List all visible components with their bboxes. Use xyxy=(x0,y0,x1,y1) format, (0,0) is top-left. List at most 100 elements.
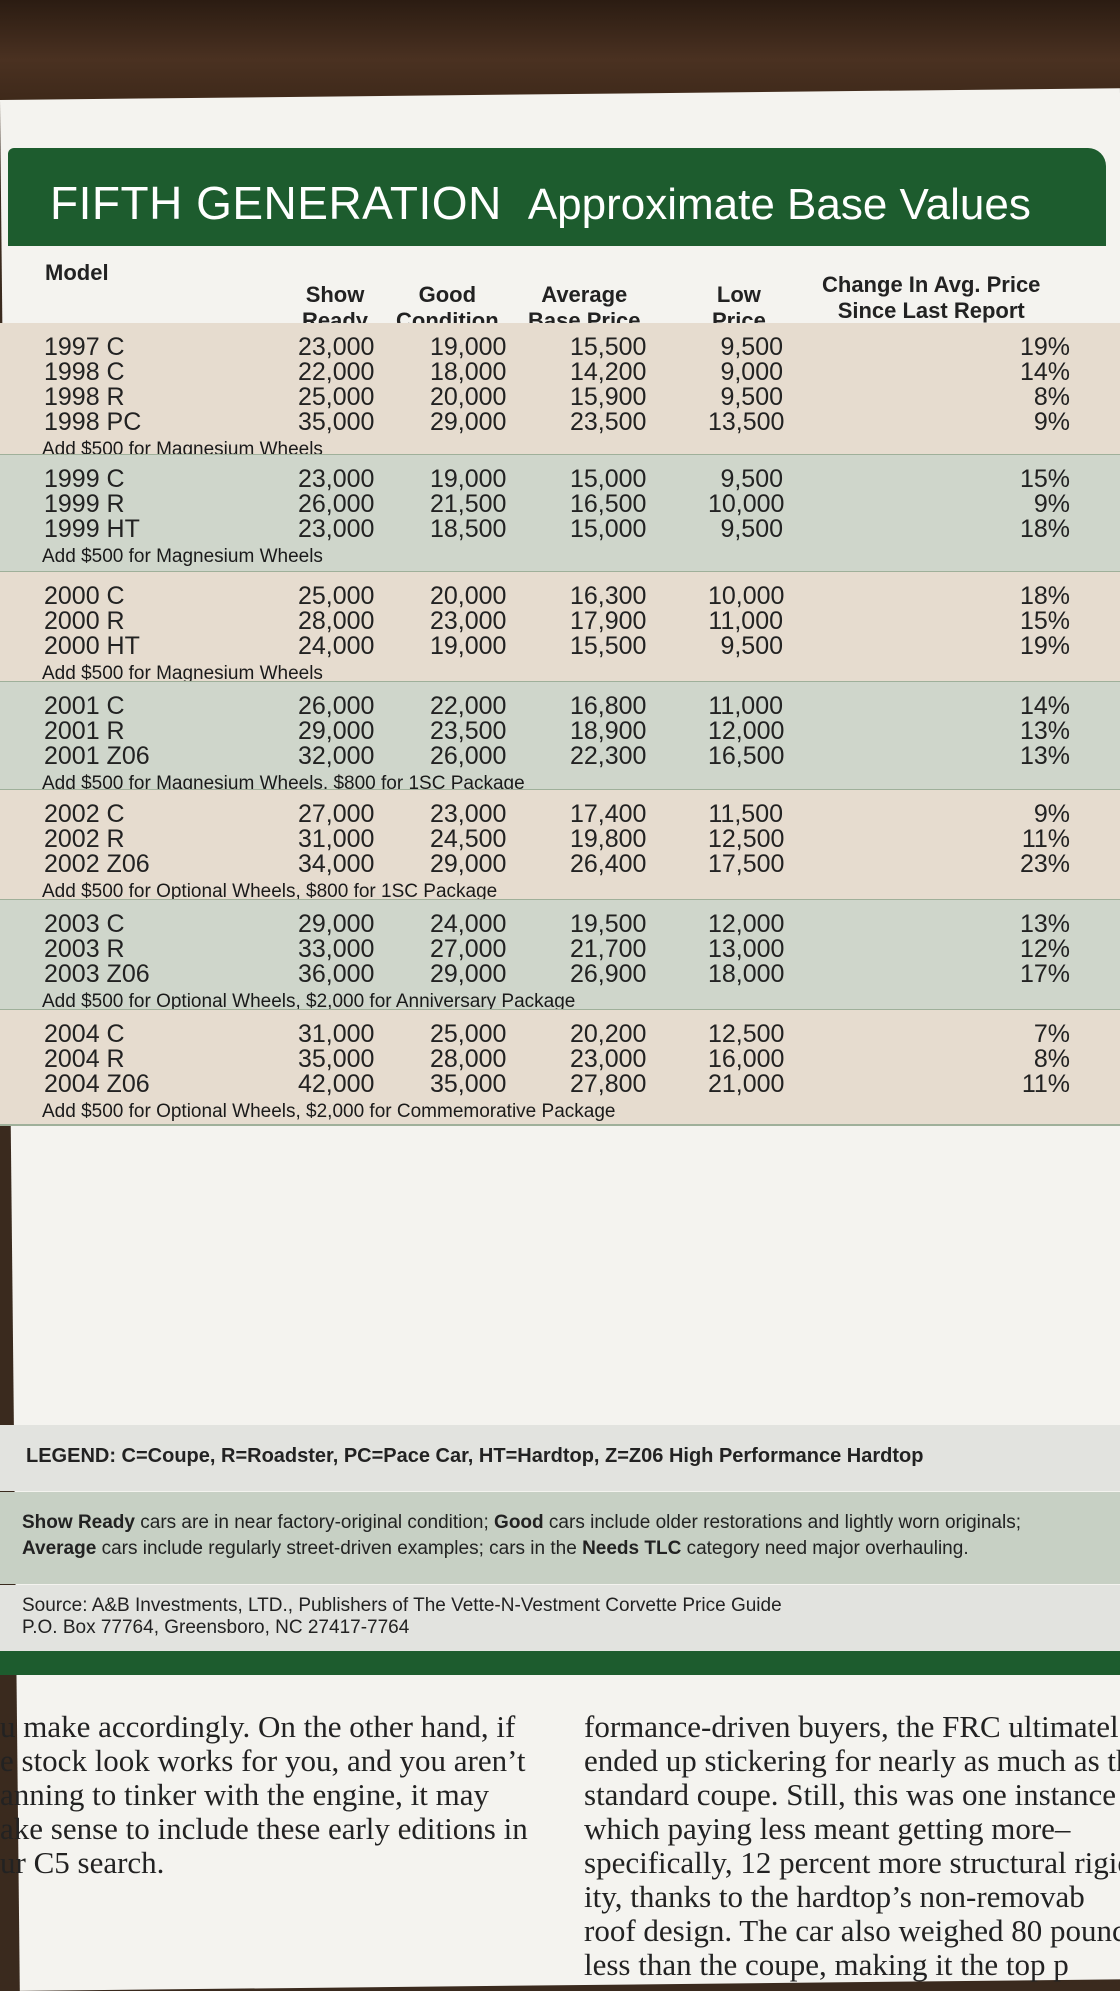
cell-low: 11,000 xyxy=(708,692,783,720)
cell-chg: 13% xyxy=(1019,910,1070,938)
cell-chg: 13% xyxy=(1019,742,1070,770)
table-row: 2001 R 29,000 23,500 18,900 12,000 13% xyxy=(0,717,1120,747)
table-row: 2003 R 33,000 27,000 21,700 13,000 12% xyxy=(0,935,1120,965)
table-row: 2004 R 35,000 28,000 23,000 16,000 8% xyxy=(0,1045,1120,1075)
cell-avg: 16,300 xyxy=(570,582,647,610)
table-row: 2002 Z06 34,000 29,000 26,400 17,500 23% xyxy=(0,850,1120,880)
cell-avg: 19,500 xyxy=(570,910,647,938)
cell-low: 9,000 xyxy=(720,358,783,386)
group-note: Add $500 for Magnesium Wheels xyxy=(42,546,323,567)
body-line: ity, thanks to the hardtop’s non-removab xyxy=(584,1879,1085,1914)
cell-chg: 14% xyxy=(1019,358,1070,386)
cell-chg: 15% xyxy=(1019,465,1070,493)
row-divider xyxy=(0,1124,1120,1126)
title-main: FIFTH GENERATION xyxy=(50,177,502,229)
year-group-block: 1999 C 23,000 19,000 15,000 9,500 15% 1999 R 26… xyxy=(0,455,1120,571)
cell-good: 18,500 xyxy=(430,515,507,543)
cell-low: 10,000 xyxy=(708,582,785,610)
cell-model: 2000 C xyxy=(44,582,125,610)
source-line-2: P.O. Box 77764, Greensboro, NC 27417-776… xyxy=(22,1617,410,1638)
cell-show: 42,000 xyxy=(298,1070,375,1098)
body-line: ake sense to include these early edition… xyxy=(0,1811,528,1846)
cell-model: 2001 C xyxy=(44,692,125,720)
year-group-block: 2003 C 29,000 24,000 19,500 12,000 13% 2003 R 3… xyxy=(0,900,1120,1012)
condition-explanation: Show Ready cars are in near factory-orig… xyxy=(0,1492,1120,1584)
cell-chg: 11% xyxy=(1021,1070,1070,1098)
cell-avg: 21,700 xyxy=(570,935,647,963)
cell-low: 12,500 xyxy=(708,1020,785,1048)
cell-avg: 23,000 xyxy=(570,1045,647,1073)
cell-good: 18,000 xyxy=(430,358,507,386)
table-row: 2000 C 25,000 20,000 16,300 10,000 18% xyxy=(0,582,1120,612)
cell-avg: 15,000 xyxy=(570,515,647,543)
source-line-1: Source: A&B Investments, LTD., Publisher… xyxy=(22,1595,782,1616)
cell-good: 35,000 xyxy=(430,1070,507,1098)
cell-good: 23,500 xyxy=(430,717,507,745)
cell-chg: 7% xyxy=(1033,1020,1070,1048)
cell-low: 12,500 xyxy=(708,825,785,853)
cell-model: 2004 Z06 xyxy=(44,1070,150,1098)
cell-good: 20,000 xyxy=(430,383,507,411)
cell-good: 25,000 xyxy=(430,1020,507,1048)
cell-chg: 23% xyxy=(1019,850,1070,878)
cell-model: 2000 HT xyxy=(44,632,140,660)
article-column-left: u make accordingly. On the other hand, i… xyxy=(0,1710,548,1880)
cell-show: 23,000 xyxy=(298,465,375,493)
table-row: 2003 Z06 36,000 29,000 26,900 18,000 17% xyxy=(0,960,1120,990)
cell-good: 22,000 xyxy=(430,692,507,720)
table-row: 1999 R 26,000 21,500 16,500 10,000 9% xyxy=(0,490,1120,520)
body-line: standard coupe. Still, this was one inst… xyxy=(584,1777,1120,1812)
cell-show: 23,000 xyxy=(298,333,375,361)
cell-chg: 12% xyxy=(1019,935,1070,963)
cell-show: 31,000 xyxy=(298,825,375,853)
cell-low: 9,500 xyxy=(720,333,783,361)
table-row: 2002 R 31,000 24,500 19,800 12,500 11% xyxy=(0,825,1120,855)
cell-model: 2002 Z06 xyxy=(44,850,150,878)
header-model: Model xyxy=(45,260,109,285)
table-row: 1999 C 23,000 19,000 15,000 9,500 15% xyxy=(0,465,1120,495)
cell-show: 29,000 xyxy=(298,717,375,745)
cell-avg: 23,500 xyxy=(570,408,647,436)
cell-low: 11,500 xyxy=(708,800,783,828)
cell-show: 23,000 xyxy=(298,515,375,543)
body-line: roof design. The car also weighed 80 pou… xyxy=(584,1913,1120,1948)
table-row: 1998 C 22,000 18,000 14,200 9,000 14% xyxy=(0,358,1120,388)
cell-chg: 15% xyxy=(1019,607,1070,635)
cell-avg: 15,500 xyxy=(570,333,647,361)
body-line: u make accordingly. On the other hand, i… xyxy=(0,1710,516,1744)
cell-show: 25,000 xyxy=(298,582,375,610)
cell-low: 17,500 xyxy=(708,850,785,878)
legend-bar: LEGEND: C=Coupe, R=Roadster, PC=Pace Car… xyxy=(0,1425,1120,1491)
cell-avg: 15,500 xyxy=(570,632,647,660)
cell-good: 20,000 xyxy=(430,582,507,610)
group-note: Add $500 for Optional Wheels, $800 for 1… xyxy=(42,881,498,902)
cell-model: 2001 R xyxy=(44,717,125,745)
cell-show: 27,000 xyxy=(298,800,375,828)
cell-show: 32,000 xyxy=(298,742,375,770)
cell-low: 11,000 xyxy=(708,607,783,635)
body-line: e stock look works for you, and you aren… xyxy=(0,1743,526,1778)
body-line: specifically, 12 percent more structural… xyxy=(584,1845,1120,1880)
cell-avg: 15,000 xyxy=(570,465,647,493)
cell-avg: 22,300 xyxy=(570,742,647,770)
cell-avg: 14,200 xyxy=(570,358,647,386)
cell-chg: 19% xyxy=(1019,632,1070,660)
cell-chg: 8% xyxy=(1033,1045,1070,1073)
cell-good: 23,000 xyxy=(430,607,507,635)
cell-avg: 20,200 xyxy=(570,1020,647,1048)
cell-low: 9,500 xyxy=(720,515,783,543)
cell-model: 1999 C xyxy=(44,465,125,493)
cell-show: 28,000 xyxy=(298,607,375,635)
cell-good: 24,500 xyxy=(430,825,507,853)
group-note: Add $500 for Magnesium Wheels, $800 for … xyxy=(42,773,525,794)
cell-chg: 9% xyxy=(1033,408,1070,436)
body-line: less than the coupe, making it the top p xyxy=(584,1947,1069,1982)
cell-avg: 26,400 xyxy=(570,850,647,878)
cell-show: 33,000 xyxy=(298,935,375,963)
cell-model: 2003 R xyxy=(44,935,125,963)
cell-chg: 18% xyxy=(1019,515,1070,543)
cell-show: 36,000 xyxy=(298,960,375,988)
cell-chg: 13% xyxy=(1019,717,1070,745)
table-row: 1998 R 25,000 20,000 15,900 9,500 8% xyxy=(0,383,1120,413)
